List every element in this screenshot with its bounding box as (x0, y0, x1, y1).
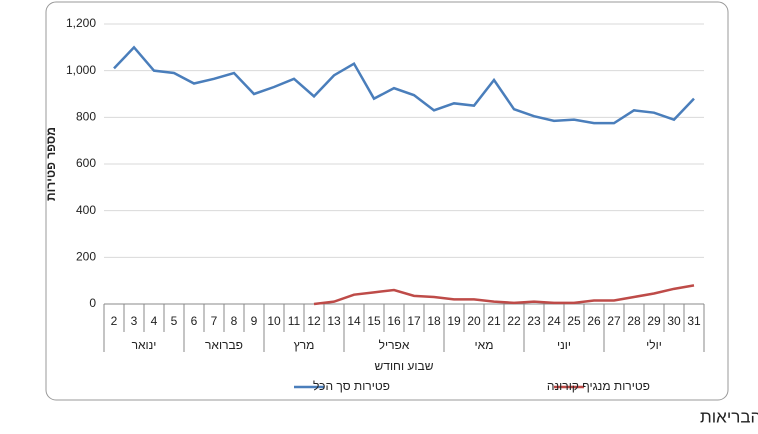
x-tick-label: 10 (267, 314, 281, 328)
y-tick-label: 1,000 (66, 63, 96, 77)
x-tick-label: 16 (387, 314, 401, 328)
x-tick-label: 15 (367, 314, 381, 328)
x-tick-label: 14 (347, 314, 361, 328)
x-tick-label: 3 (131, 314, 138, 328)
footnote: * לפי נתוני משרד הבריאות (700, 407, 758, 426)
month-label: יוני (557, 338, 571, 352)
x-tick-label: 24 (547, 314, 561, 328)
x-tick-label: 25 (567, 314, 581, 328)
y-tick-label: 0 (89, 296, 96, 310)
x-tick-label: 31 (687, 314, 701, 328)
y-tick-label: 200 (76, 250, 96, 264)
series-line (113, 45, 695, 125)
x-tick-label: 20 (467, 314, 481, 328)
x-tick-label: 2 (111, 314, 118, 328)
month-label: מאי (475, 338, 494, 352)
legend-label: פטירות סך הכל (313, 379, 390, 393)
y-tick-label: 1,200 (66, 16, 96, 30)
x-tick-label: 29 (647, 314, 661, 328)
x-tick-label: 23 (527, 314, 541, 328)
x-tick-label: 8 (231, 314, 238, 328)
month-label: מרץ (294, 338, 315, 352)
x-axis-title: שבוע וחודש (375, 359, 434, 373)
y-tick-label: 400 (76, 203, 96, 217)
y-axis-title: מספר פטירות (44, 127, 58, 201)
x-tick-label: 6 (191, 314, 198, 328)
x-tick-label: 5 (171, 314, 178, 328)
y-tick-label: 600 (76, 156, 96, 170)
x-tick-label: 30 (667, 314, 681, 328)
x-tick-label: 22 (507, 314, 521, 328)
month-label: ינואר (132, 338, 157, 352)
chart-frame (45, 1, 729, 401)
x-tick-label: 18 (427, 314, 441, 328)
series-line (313, 284, 695, 306)
month-label: יולי (646, 338, 662, 352)
x-tick-label: 11 (288, 314, 301, 328)
legend-label: פטירות מנגיף קורונה (547, 379, 650, 393)
x-tick-label: 4 (151, 314, 158, 328)
x-tick-label: 27 (607, 314, 621, 328)
x-tick-label: 19 (447, 314, 461, 328)
x-tick-label: 9 (251, 314, 258, 328)
y-tick-label: 800 (76, 110, 96, 124)
x-tick-label: 13 (327, 314, 341, 328)
x-tick-label: 26 (587, 314, 601, 328)
month-label: אפריל (379, 338, 410, 352)
month-label: פברואר (205, 338, 243, 352)
x-tick-label: 12 (307, 314, 321, 328)
x-tick-label: 21 (487, 314, 501, 328)
x-tick-label: 17 (407, 314, 421, 328)
x-tick-label: 7 (211, 314, 218, 328)
x-tick-label: 28 (627, 314, 641, 328)
